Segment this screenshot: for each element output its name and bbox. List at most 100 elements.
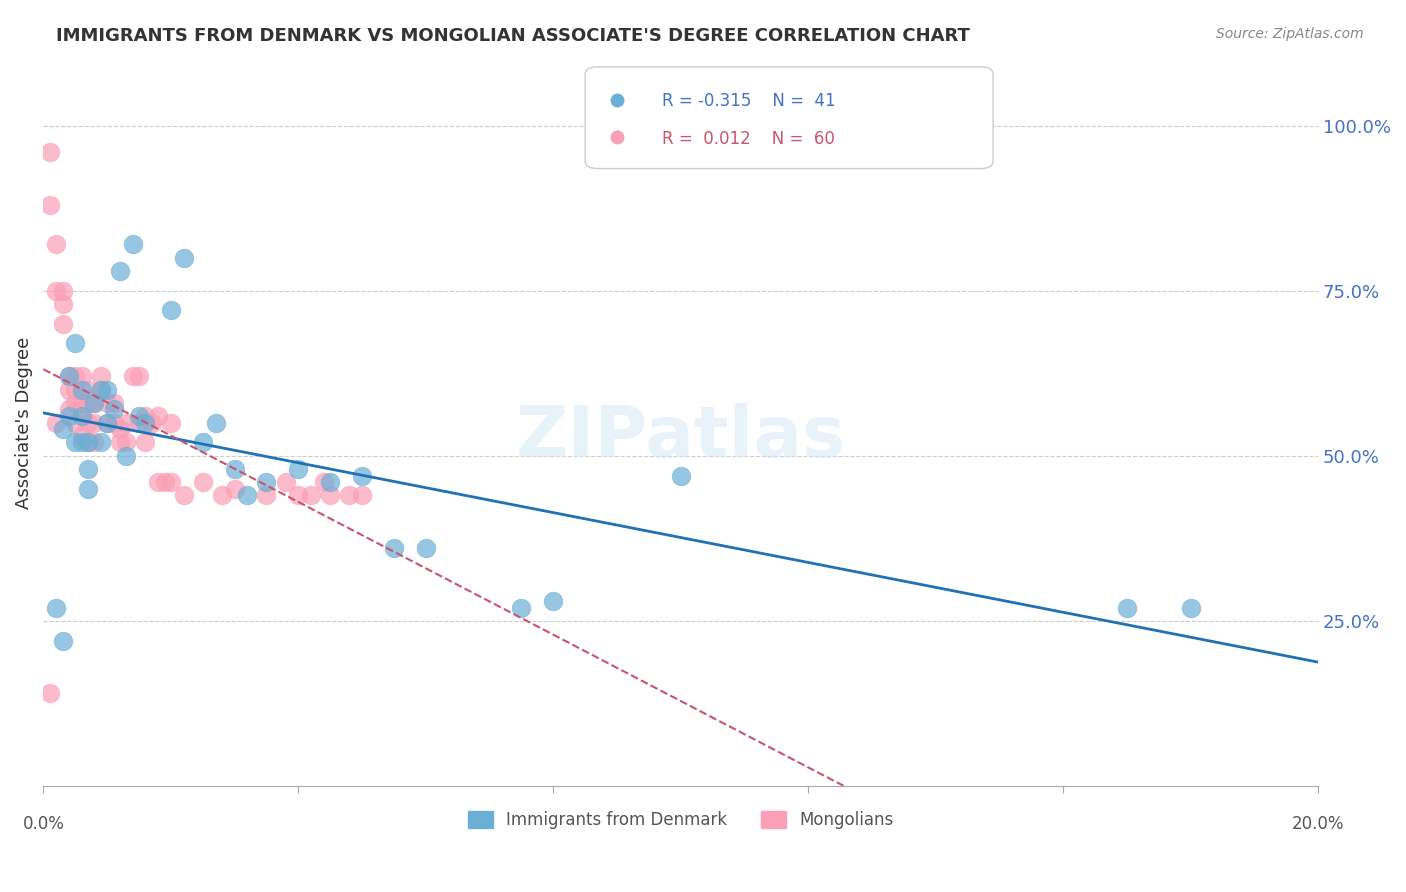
Point	[160, 303, 183, 318]
Point	[352, 488, 374, 502]
Point	[1180, 600, 1202, 615]
Text: Source: ZipAtlas.com: Source: ZipAtlas.com	[1216, 27, 1364, 41]
Point	[38, 145, 60, 159]
Point	[83, 416, 105, 430]
Point	[141, 416, 163, 430]
Point	[70, 409, 93, 423]
Text: ZIPatlas: ZIPatlas	[516, 402, 846, 472]
Point	[70, 429, 93, 443]
Point	[115, 416, 138, 430]
Point	[70, 435, 93, 450]
Point	[134, 409, 156, 423]
Point	[319, 488, 342, 502]
Point	[287, 462, 309, 476]
Point	[146, 409, 169, 423]
Point	[96, 383, 118, 397]
Point	[96, 396, 118, 410]
Point	[51, 284, 73, 298]
Point	[108, 435, 131, 450]
Point	[58, 402, 80, 417]
Text: R =  0.012    N =  60: R = 0.012 N = 60	[662, 129, 835, 148]
Point	[77, 383, 100, 397]
Point	[121, 237, 143, 252]
Point	[51, 297, 73, 311]
Point	[103, 396, 125, 410]
Point	[38, 198, 60, 212]
Point	[415, 541, 437, 555]
Point	[211, 488, 233, 502]
Point	[77, 482, 100, 496]
Point	[70, 369, 93, 384]
Point	[543, 594, 565, 608]
Point	[224, 482, 246, 496]
Point	[128, 416, 150, 430]
Point	[70, 409, 93, 423]
Point	[134, 416, 156, 430]
Point	[90, 383, 112, 397]
Point	[115, 435, 138, 450]
Point	[287, 488, 309, 502]
Point	[337, 488, 360, 502]
Point	[90, 383, 112, 397]
Point	[204, 416, 226, 430]
Point	[103, 402, 125, 417]
Point	[312, 475, 335, 489]
Point	[256, 488, 278, 502]
Point	[96, 416, 118, 430]
Point	[90, 369, 112, 384]
Point	[160, 416, 183, 430]
Point	[134, 435, 156, 450]
Point	[224, 462, 246, 476]
Legend: Immigrants from Denmark, Mongolians: Immigrants from Denmark, Mongolians	[461, 804, 900, 836]
Point	[58, 369, 80, 384]
Point	[77, 462, 100, 476]
Point	[77, 396, 100, 410]
Point	[83, 396, 105, 410]
Point	[108, 422, 131, 436]
Point	[103, 416, 125, 430]
Y-axis label: Associate's Degree: Associate's Degree	[15, 336, 32, 508]
Point	[274, 475, 297, 489]
Point	[128, 369, 150, 384]
Point	[83, 396, 105, 410]
Point	[45, 600, 67, 615]
Point	[1116, 600, 1139, 615]
Point	[77, 435, 100, 450]
Point	[65, 435, 87, 450]
Point	[83, 435, 105, 450]
Point	[121, 369, 143, 384]
Point	[173, 488, 195, 502]
Point	[173, 251, 195, 265]
Point	[669, 468, 692, 483]
Point	[51, 633, 73, 648]
Point	[65, 369, 87, 384]
Point	[299, 488, 322, 502]
Point	[146, 475, 169, 489]
Point	[256, 475, 278, 489]
Point	[51, 422, 73, 436]
Point	[58, 409, 80, 423]
Point	[153, 475, 176, 489]
Point	[236, 488, 259, 502]
Point	[65, 416, 87, 430]
Point	[115, 449, 138, 463]
Point	[382, 541, 405, 555]
Point	[58, 369, 80, 384]
Text: 20.0%: 20.0%	[1292, 814, 1344, 833]
Point	[77, 435, 100, 450]
Point	[191, 475, 214, 489]
Point	[352, 468, 374, 483]
FancyBboxPatch shape	[585, 67, 993, 169]
Point	[108, 264, 131, 278]
Point	[191, 435, 214, 450]
Text: 0.0%: 0.0%	[22, 814, 65, 833]
Point	[510, 600, 533, 615]
Point	[160, 475, 183, 489]
Point	[65, 336, 87, 351]
Point	[70, 396, 93, 410]
Point	[70, 383, 93, 397]
Point	[65, 396, 87, 410]
Point	[128, 409, 150, 423]
Text: IMMIGRANTS FROM DENMARK VS MONGOLIAN ASSOCIATE'S DEGREE CORRELATION CHART: IMMIGRANTS FROM DENMARK VS MONGOLIAN ASS…	[56, 27, 970, 45]
Point	[96, 416, 118, 430]
